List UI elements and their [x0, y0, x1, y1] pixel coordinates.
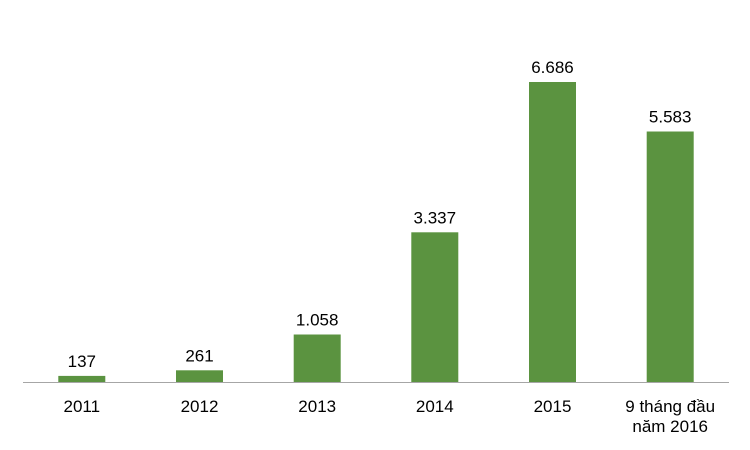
x-tick-label-5: 2015	[534, 397, 572, 416]
x-tick-label-line: 9 tháng đầu	[625, 397, 715, 416]
data-label-1: 137	[68, 352, 96, 371]
bar-2	[176, 370, 223, 382]
x-tick-label-1: 2011	[64, 397, 101, 416]
data-label-4: 3.337	[414, 208, 457, 227]
bars-group	[58, 82, 694, 382]
x-tick-label-line: năm 2016	[632, 417, 708, 436]
data-label-2: 261	[185, 346, 213, 365]
data-label-5: 6.686	[531, 58, 574, 77]
x-tick-label-line: 2013	[298, 397, 336, 416]
x-tick-label-line: 2014	[416, 397, 454, 416]
x-tick-label-4: 2014	[416, 397, 454, 416]
x-tick-labels-group: 2011 2012 2013 2014 2015 9 tháng đầu năm 2016	[64, 397, 716, 436]
data-label-6: 5.583	[649, 108, 692, 127]
x-tick-label-6: 9 tháng đầu năm 2016	[625, 397, 715, 436]
bar-6	[646, 131, 694, 382]
x-tick-label-line: 2015	[534, 397, 572, 416]
bar-4	[411, 232, 459, 382]
data-label-3: 1.058	[296, 311, 339, 330]
bar-1	[58, 375, 106, 382]
data-labels-group: 137 261 1.058 3.337 6.686 5.583	[68, 58, 692, 371]
x-tick-label-line: 2011	[64, 397, 101, 416]
bar-5	[529, 82, 576, 382]
x-tick-label-2: 2012	[181, 397, 219, 416]
x-tick-label-3: 2013	[298, 397, 336, 416]
x-tick-label-line: 2012	[181, 397, 219, 416]
bar-3	[293, 334, 341, 382]
